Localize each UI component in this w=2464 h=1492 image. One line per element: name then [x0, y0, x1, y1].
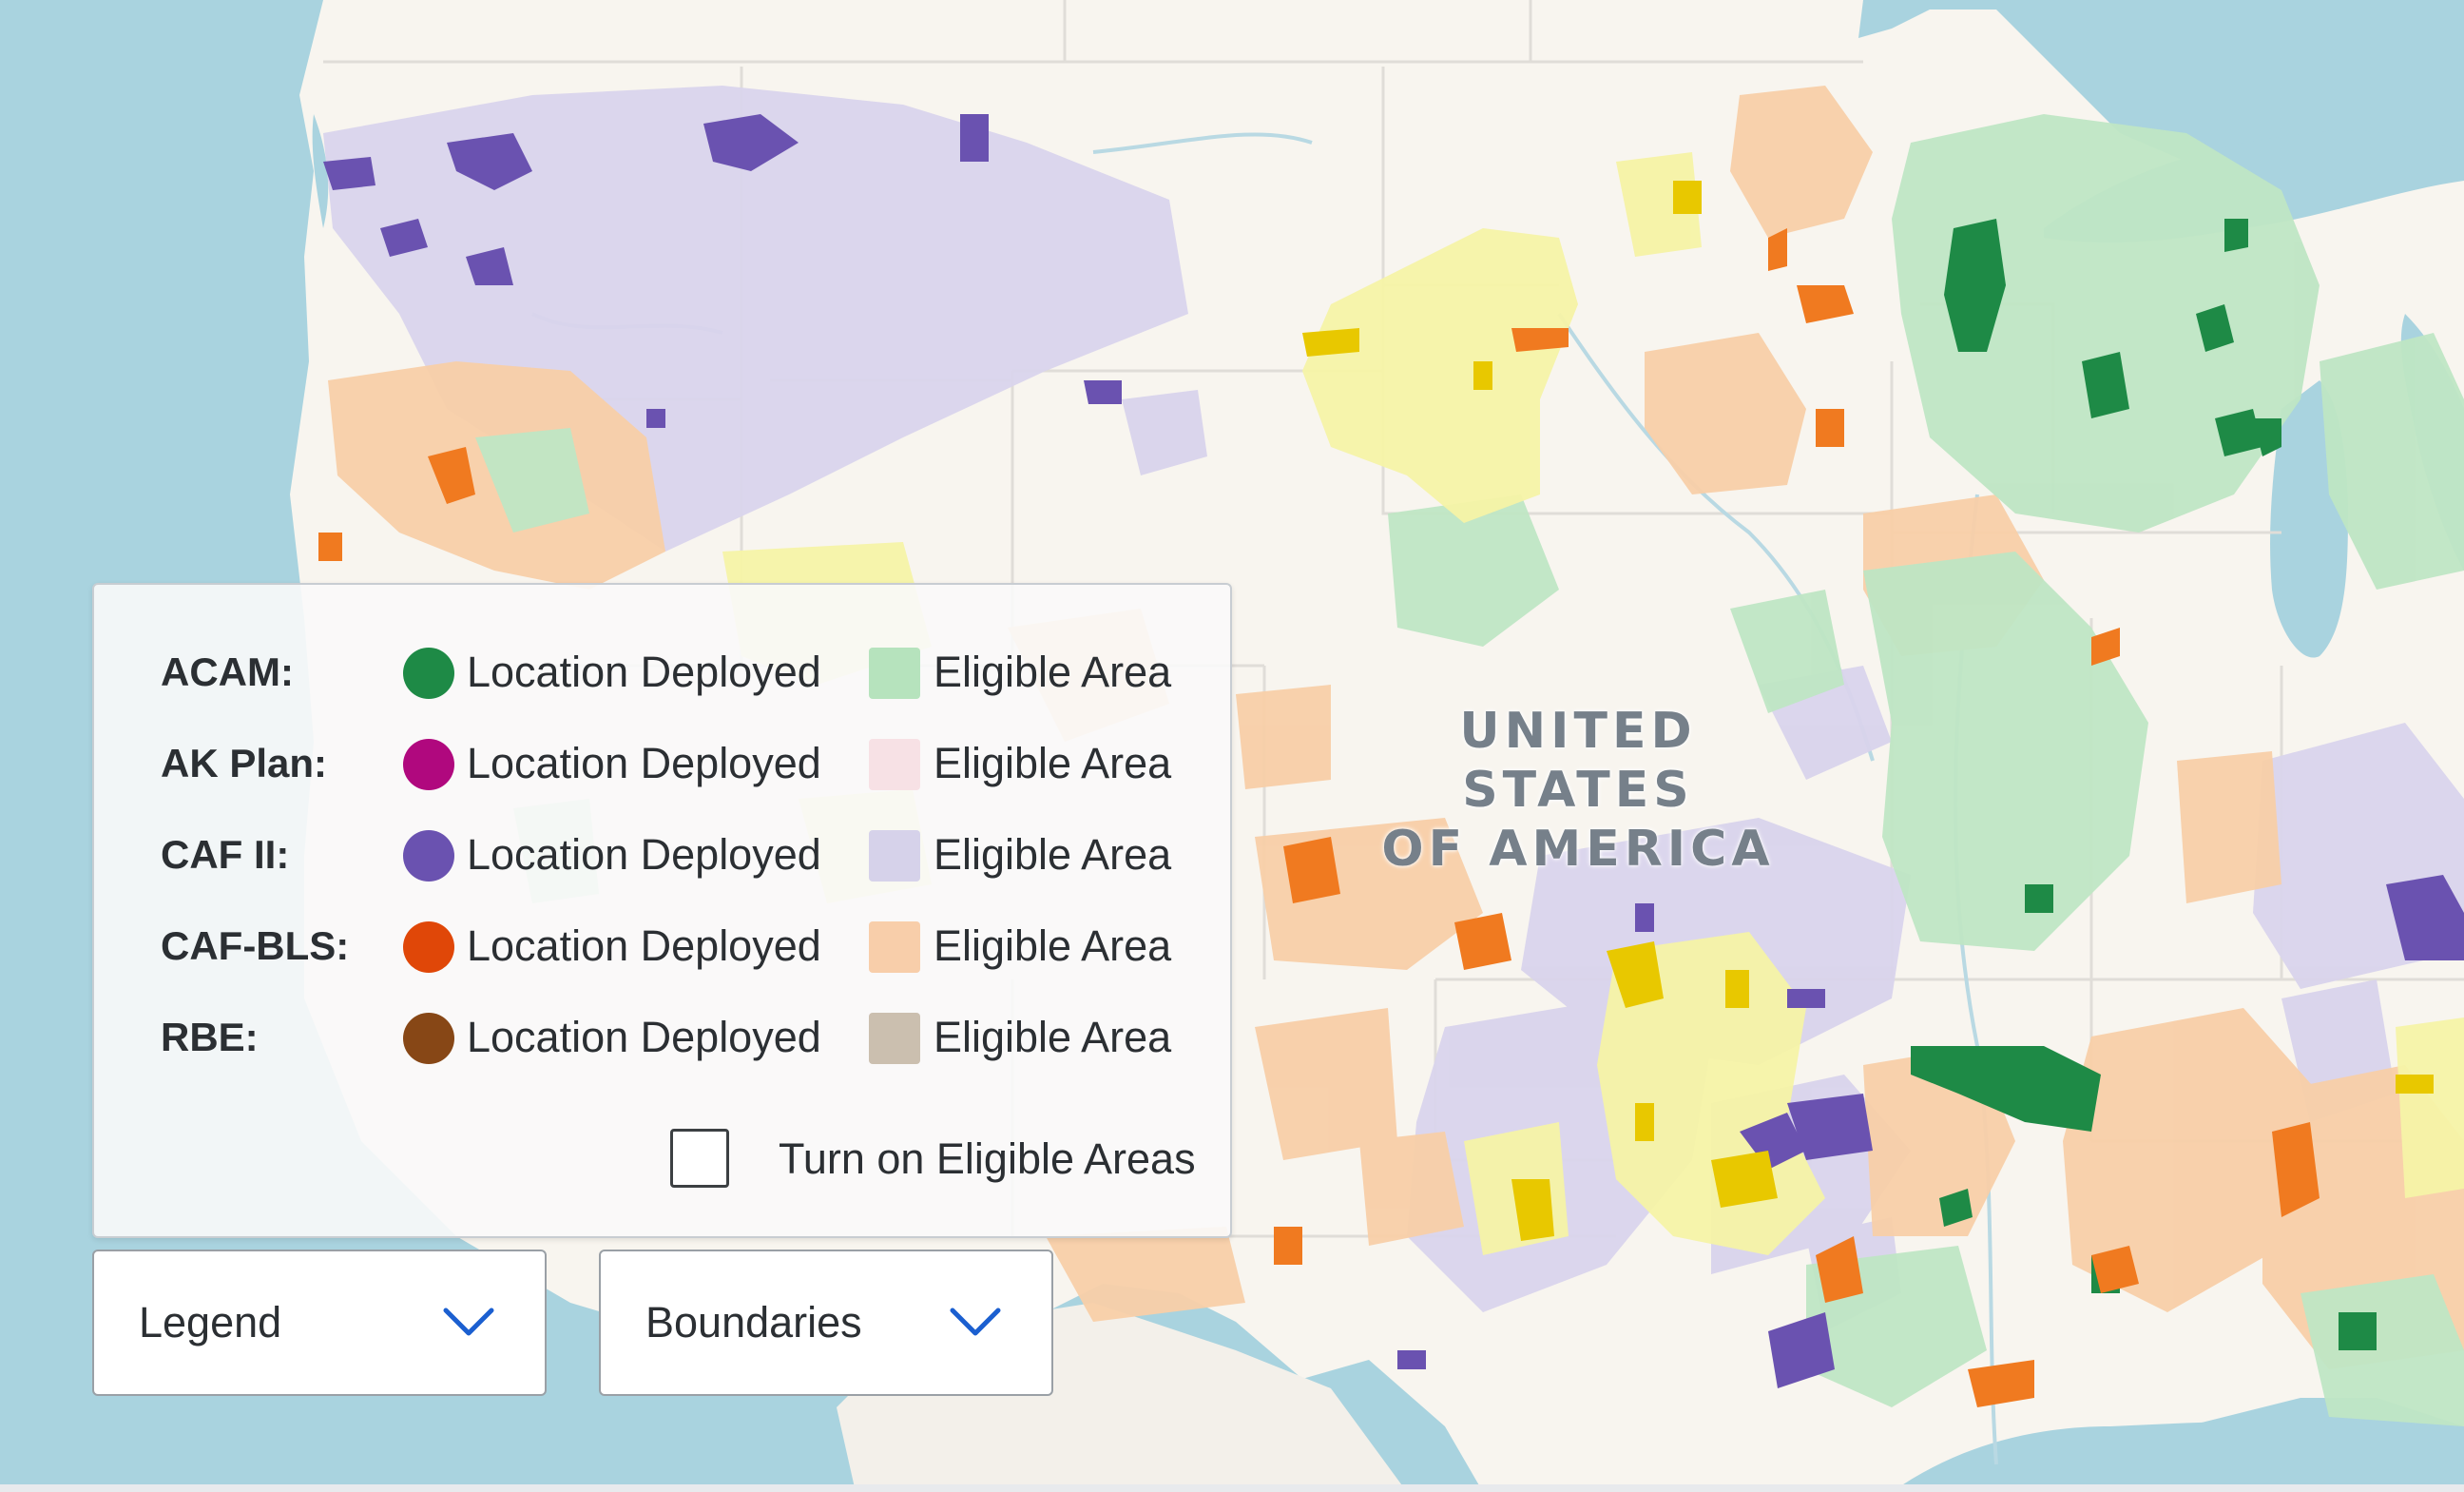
yellow-deployed-locations — [1302, 181, 2434, 1241]
country-label-line1: UNITED STATES — [1459, 703, 1697, 819]
deployed-dot-icon — [403, 830, 454, 882]
deployed-label: Location Deployed — [467, 921, 821, 970]
eligible-swatch-icon — [869, 1013, 920, 1064]
boundaries-dropdown[interactable]: Boundaries — [599, 1250, 1053, 1396]
eligible-areas-toggle-label[interactable]: Turn on Eligible Areas — [779, 1134, 1196, 1183]
eligible-label: Eligible Area — [934, 648, 1172, 696]
legend-row-ak-plan: AK Plan: Location Deployed Eligible Area — [94, 735, 1230, 792]
deployed-dot-icon — [403, 739, 454, 790]
deployed-dot-icon — [403, 648, 454, 699]
legend-program-label: AK Plan: — [161, 741, 328, 785]
eligible-swatch-icon — [869, 830, 920, 882]
eligible-label: Eligible Area — [934, 1013, 1172, 1061]
chevron-down-icon — [950, 1308, 1001, 1336]
deployed-label: Location Deployed — [467, 739, 821, 787]
legend-row-rbe: RBE: Location Deployed Eligible Area — [94, 1009, 1230, 1066]
caf-bls-deployed-locations — [318, 228, 2320, 1407]
legend-panel: ACAM: Location Deployed Eligible Area AK… — [92, 583, 1232, 1238]
legend-program-label: ACAM: — [161, 649, 294, 694]
legend-program-label: RBE: — [161, 1015, 259, 1059]
eligible-label: Eligible Area — [934, 830, 1172, 879]
deployed-label: Location Deployed — [467, 830, 821, 879]
legend-program-label: CAF II: — [161, 832, 290, 877]
chevron-down-icon — [443, 1308, 494, 1336]
gulf-of-mexico — [1892, 1421, 2464, 1492]
legend-program-label: CAF-BLS: — [161, 923, 350, 968]
eligible-swatch-icon — [869, 739, 920, 790]
eligible-swatch-icon — [869, 648, 920, 699]
legend-dropdown-label: Legend — [139, 1298, 282, 1347]
eligible-areas-checkbox[interactable] — [670, 1129, 729, 1188]
deployed-dot-icon — [403, 1013, 454, 1064]
acam-deployed-locations — [1911, 219, 2377, 1350]
country-label: UNITED STATES OF AMERICA — [1340, 702, 1816, 879]
deployed-label: Location Deployed — [467, 648, 821, 696]
deployed-dot-icon — [403, 921, 454, 973]
legend-row-acam: ACAM: Location Deployed Eligible Area — [94, 644, 1230, 701]
caf2-deployed-locations — [323, 114, 2464, 1388]
boundaries-dropdown-label: Boundaries — [645, 1298, 862, 1347]
legend-row-caf-ii: CAF II: Location Deployed Eligible Area — [94, 826, 1230, 883]
country-label-line2: OF AMERICA — [1381, 821, 1775, 878]
eligible-label: Eligible Area — [934, 921, 1172, 970]
legend-row-caf-bls: CAF-BLS: Location Deployed Eligible Area — [94, 918, 1230, 975]
deployed-label: Location Deployed — [467, 1013, 821, 1061]
acam-eligible-areas — [475, 114, 2464, 1426]
legend-dropdown[interactable]: Legend — [92, 1250, 547, 1396]
eligible-label: Eligible Area — [934, 739, 1172, 787]
puget-sound — [312, 114, 329, 228]
map-bottom-edge — [0, 1484, 2464, 1492]
eligible-swatch-icon — [869, 921, 920, 973]
